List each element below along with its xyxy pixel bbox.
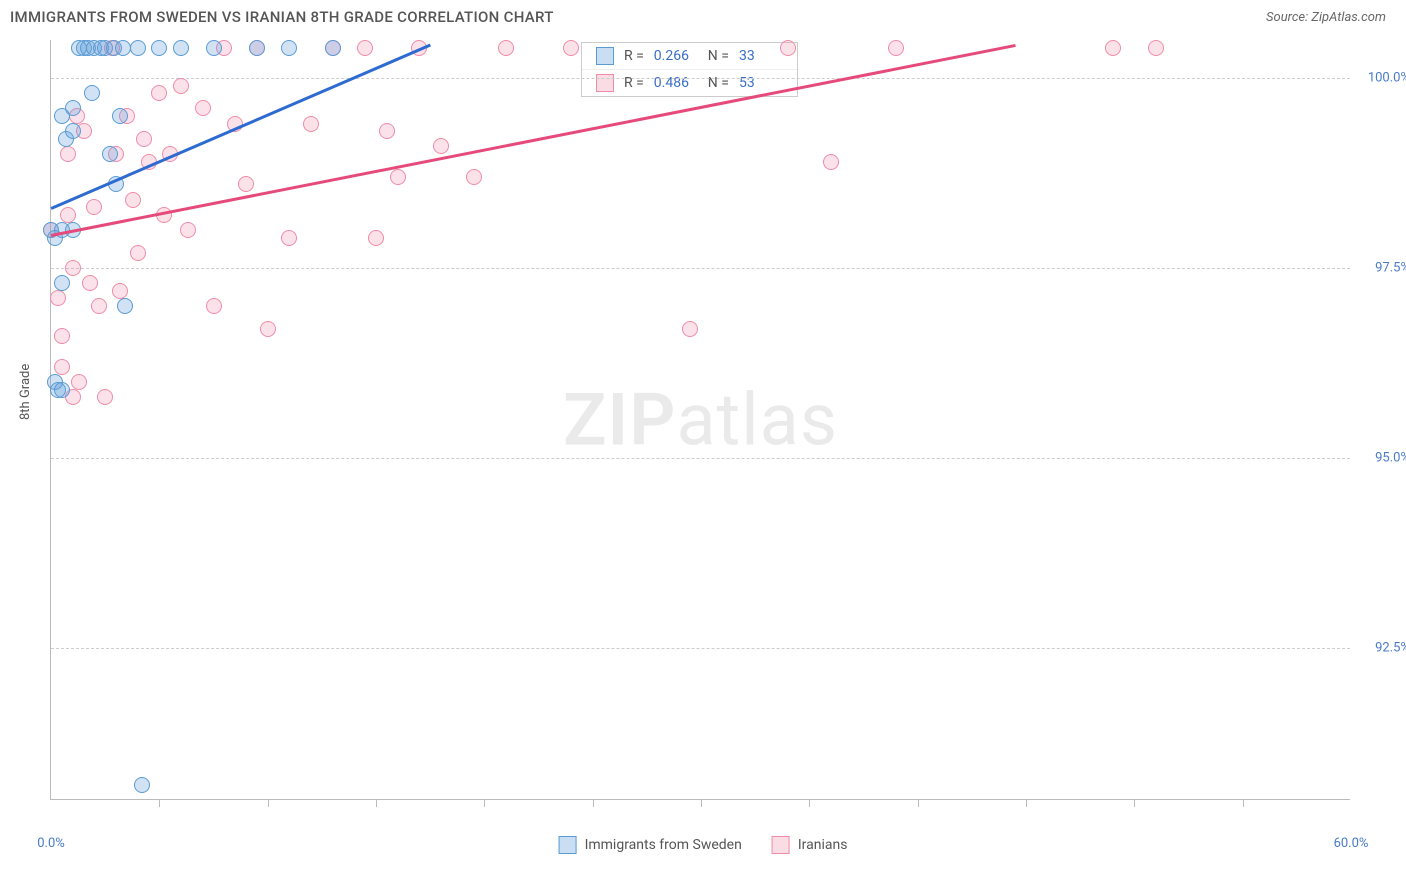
data-point bbox=[682, 321, 698, 337]
data-point bbox=[65, 123, 81, 139]
r-label: R = bbox=[624, 48, 644, 64]
gridline bbox=[51, 458, 1350, 459]
x-tick-label: 0.0% bbox=[37, 836, 65, 851]
legend-item-iranians: Iranians bbox=[772, 836, 848, 854]
y-tick-label: 95.0% bbox=[1355, 451, 1406, 466]
data-point bbox=[130, 40, 146, 56]
x-tick bbox=[1134, 799, 1135, 807]
data-point bbox=[54, 359, 70, 375]
data-point bbox=[91, 298, 107, 314]
gridline bbox=[51, 268, 1350, 269]
swatch-icon bbox=[559, 836, 577, 854]
chart-title: IMMIGRANTS FROM SWEDEN VS IRANIAN 8TH GR… bbox=[10, 8, 554, 26]
stats-row-sweden: R = 0.266 N = 33 bbox=[582, 43, 797, 70]
swatch-icon bbox=[596, 74, 614, 92]
data-point bbox=[115, 40, 131, 56]
data-point bbox=[134, 777, 150, 793]
data-point bbox=[325, 40, 341, 56]
data-point bbox=[888, 40, 904, 56]
data-point bbox=[281, 40, 297, 56]
data-point bbox=[112, 108, 128, 124]
data-point bbox=[1148, 40, 1164, 56]
data-point bbox=[173, 78, 189, 94]
data-point bbox=[206, 298, 222, 314]
trend-line bbox=[51, 44, 1016, 236]
data-point bbox=[260, 321, 276, 337]
data-point bbox=[60, 146, 76, 162]
data-point bbox=[1105, 40, 1121, 56]
watermark: ZIPatlas bbox=[563, 377, 838, 462]
data-point bbox=[368, 230, 384, 246]
gridline bbox=[51, 648, 1350, 649]
legend-item-sweden: Immigrants from Sweden bbox=[559, 836, 742, 854]
data-point bbox=[823, 154, 839, 170]
data-point bbox=[97, 389, 113, 405]
data-point bbox=[84, 85, 100, 101]
data-point bbox=[117, 298, 133, 314]
data-point bbox=[71, 374, 87, 390]
legend-label: Immigrants from Sweden bbox=[585, 837, 742, 853]
series-legend: Immigrants from Sweden Iranians bbox=[559, 836, 848, 854]
data-point bbox=[390, 169, 406, 185]
data-point bbox=[780, 40, 796, 56]
data-point bbox=[82, 275, 98, 291]
data-point bbox=[195, 100, 211, 116]
data-point bbox=[173, 40, 189, 56]
data-point bbox=[379, 123, 395, 139]
r-value: 0.266 bbox=[654, 48, 698, 64]
x-tick bbox=[159, 799, 160, 807]
legend-label: Iranians bbox=[798, 837, 848, 853]
data-point bbox=[136, 131, 152, 147]
swatch-icon bbox=[596, 47, 614, 65]
y-tick-label: 92.5% bbox=[1355, 641, 1406, 656]
data-point bbox=[86, 199, 102, 215]
data-point bbox=[151, 40, 167, 56]
data-point bbox=[60, 207, 76, 223]
x-tick bbox=[1243, 799, 1244, 807]
data-point bbox=[65, 260, 81, 276]
stats-legend: R = 0.266 N = 33 R = 0.486 N = 53 bbox=[581, 42, 798, 97]
data-point bbox=[281, 230, 297, 246]
data-point bbox=[65, 100, 81, 116]
data-point bbox=[151, 85, 167, 101]
data-point bbox=[238, 176, 254, 192]
data-point bbox=[54, 328, 70, 344]
data-point bbox=[102, 146, 118, 162]
x-tick bbox=[268, 799, 269, 807]
data-point bbox=[466, 169, 482, 185]
source-attribution: Source: ZipAtlas.com bbox=[1266, 10, 1386, 25]
data-point bbox=[206, 40, 222, 56]
data-point bbox=[498, 40, 514, 56]
stats-row-iranians: R = 0.486 N = 53 bbox=[582, 70, 797, 96]
data-point bbox=[563, 40, 579, 56]
data-point bbox=[433, 138, 449, 154]
y-tick-label: 100.0% bbox=[1355, 71, 1406, 86]
y-tick-label: 97.5% bbox=[1355, 261, 1406, 276]
data-point bbox=[130, 245, 146, 261]
n-label: N = bbox=[708, 48, 729, 64]
x-tick bbox=[593, 799, 594, 807]
data-point bbox=[112, 283, 128, 299]
data-point bbox=[357, 40, 373, 56]
x-tick bbox=[701, 799, 702, 807]
x-tick bbox=[376, 799, 377, 807]
x-tick bbox=[809, 799, 810, 807]
gridline bbox=[51, 78, 1350, 79]
data-point bbox=[54, 382, 70, 398]
x-tick bbox=[484, 799, 485, 807]
data-point bbox=[180, 222, 196, 238]
data-point bbox=[249, 40, 265, 56]
n-value: 33 bbox=[739, 48, 783, 64]
data-point bbox=[303, 116, 319, 132]
data-point bbox=[50, 290, 66, 306]
x-tick bbox=[918, 799, 919, 807]
swatch-icon bbox=[772, 836, 790, 854]
x-tick-label: 60.0% bbox=[1334, 836, 1369, 851]
data-point bbox=[54, 275, 70, 291]
x-tick bbox=[1026, 799, 1027, 807]
data-point bbox=[125, 192, 141, 208]
scatter-chart: ZIPatlas R = 0.266 N = 33 R = 0.486 N = … bbox=[50, 40, 1350, 800]
y-axis-label: 8th Grade bbox=[18, 364, 33, 420]
